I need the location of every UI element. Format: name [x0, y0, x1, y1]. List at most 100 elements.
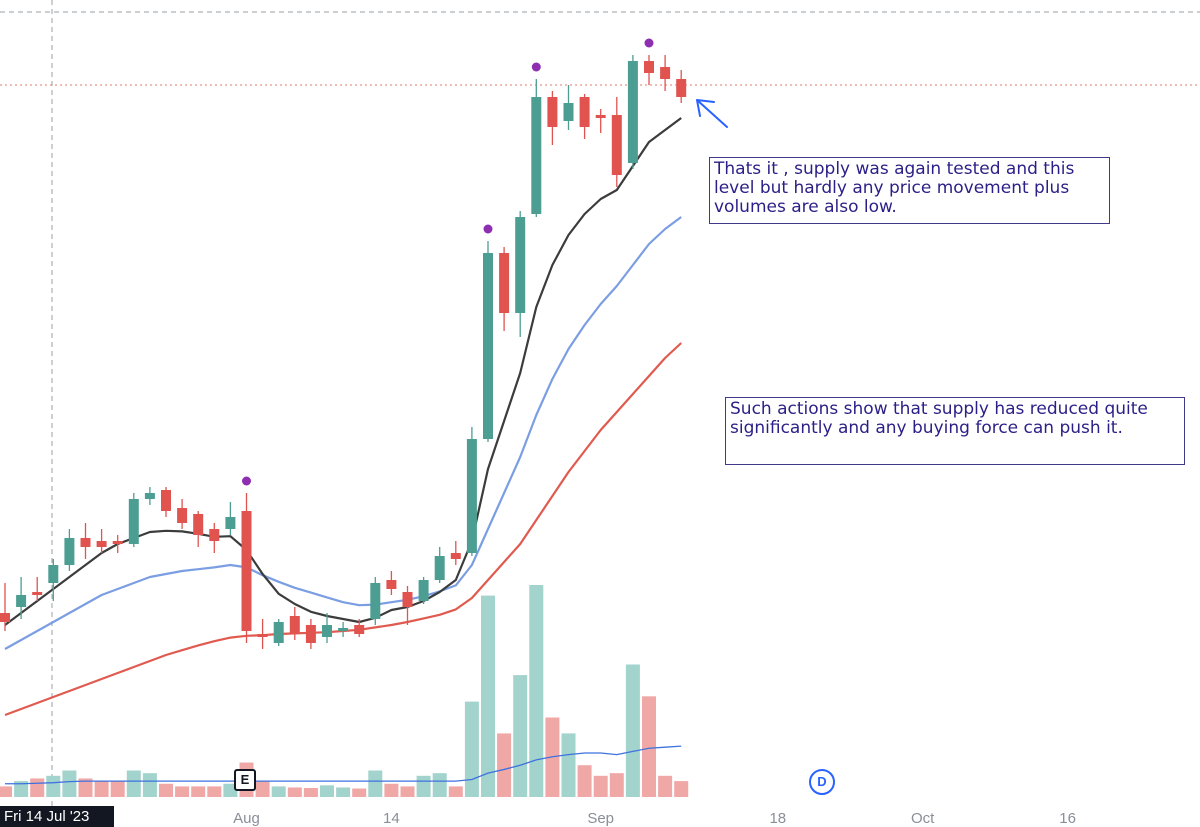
volume-bar	[642, 696, 656, 797]
volume-bar	[336, 787, 351, 797]
candle-body	[0, 613, 10, 622]
candle-body	[611, 115, 622, 175]
candle-body	[48, 565, 59, 583]
volume-bar	[384, 783, 399, 797]
volume-bar	[255, 781, 270, 797]
volume-bar	[658, 775, 673, 797]
signal-dot	[531, 62, 541, 72]
candle-body	[595, 115, 606, 118]
volume-bar	[110, 781, 125, 797]
candle-body	[579, 97, 590, 127]
crosshair-date-label: Fri 14 Jul '23	[0, 806, 114, 827]
annotation-supply-tested: Thats it , supply was again tested and t…	[709, 157, 1110, 224]
candle-body	[273, 622, 284, 643]
earnings-marker[interactable]: E	[234, 769, 256, 791]
volume-bar	[78, 778, 93, 797]
candle-body	[177, 508, 188, 523]
volume-bar	[191, 786, 206, 797]
volume-bar	[481, 595, 495, 797]
volume-bar	[223, 783, 238, 797]
volume-bar	[674, 781, 689, 797]
candle-body	[289, 616, 300, 634]
x-tick-label: 14	[383, 810, 400, 827]
x-tick-label: 16	[1059, 810, 1076, 827]
volume-bar	[577, 765, 592, 797]
candle-body	[96, 541, 107, 547]
candle-body	[499, 253, 510, 313]
candle-body	[305, 625, 316, 643]
candle-body	[209, 529, 220, 541]
signal-dot	[644, 38, 654, 48]
volume-bar	[271, 786, 286, 797]
volume-bar	[62, 770, 77, 797]
ema-slow-line	[4, 342, 682, 717]
ema-fast-line	[4, 117, 682, 626]
volume-bar	[94, 781, 109, 797]
volume-bar	[303, 787, 318, 797]
candle-body	[241, 511, 252, 631]
volume-bar	[287, 787, 302, 797]
candle-body	[64, 538, 75, 565]
candle-body	[450, 553, 461, 559]
signal-dot	[242, 476, 251, 486]
candle-body	[466, 439, 477, 553]
candle-body	[547, 97, 558, 127]
volume-bar	[497, 733, 512, 797]
volume-bar	[0, 786, 12, 797]
candle-body	[128, 499, 139, 544]
candle-body	[370, 583, 381, 619]
volume-bar	[352, 788, 367, 797]
volume-bar	[126, 770, 141, 797]
candle-body	[322, 625, 332, 637]
volume-ma-line	[5, 745, 682, 785]
volume-bar	[46, 775, 61, 797]
candle-body	[386, 580, 397, 589]
volume-bar	[513, 675, 528, 797]
candle-body	[32, 592, 43, 595]
volume-bar	[432, 773, 447, 797]
candle-body	[161, 490, 171, 511]
candle-body	[434, 556, 445, 580]
volume-bar	[529, 585, 544, 797]
volume-bar	[175, 786, 190, 797]
candle-body	[660, 67, 671, 79]
candle-body	[418, 580, 429, 601]
volume-bar	[625, 664, 640, 797]
volume-bar	[30, 778, 45, 797]
candle-body	[257, 634, 268, 637]
candle-body	[531, 97, 542, 214]
dividend-marker[interactable]: D	[809, 769, 835, 795]
x-tick-label: Aug	[233, 810, 260, 827]
volume-bar	[14, 781, 29, 797]
candle-body	[193, 514, 204, 535]
candle-body	[80, 538, 91, 547]
volume-bar	[416, 775, 431, 797]
volume-bar	[400, 786, 415, 797]
candle-body	[676, 79, 687, 97]
candle-body	[354, 625, 365, 634]
candle-body	[225, 517, 236, 529]
candle-body	[644, 61, 654, 73]
candle-body	[338, 628, 349, 631]
candle-body	[16, 595, 27, 607]
candle-body	[515, 217, 526, 313]
volume-bar	[448, 786, 463, 797]
x-tick-label: Sep	[587, 810, 615, 827]
candle-body	[483, 253, 493, 439]
candle-body	[402, 592, 413, 607]
x-tick-label: 18	[769, 810, 787, 827]
candle-body	[144, 493, 155, 499]
volume-bar	[159, 783, 173, 797]
volume-bar	[207, 786, 222, 797]
annotation-supply-reduced: Such actions show that supply has reduce…	[725, 397, 1185, 465]
volume-bar	[593, 775, 608, 797]
ema-mid-line	[4, 216, 682, 650]
signal-dot	[483, 224, 493, 234]
x-tick-label: Oct	[911, 810, 935, 827]
volume-bar	[561, 733, 576, 797]
volume-bar	[320, 785, 334, 797]
candle-body	[563, 103, 574, 121]
annotation-arrow	[696, 99, 728, 128]
volume-bar	[368, 770, 383, 797]
volume-bar	[142, 773, 157, 797]
